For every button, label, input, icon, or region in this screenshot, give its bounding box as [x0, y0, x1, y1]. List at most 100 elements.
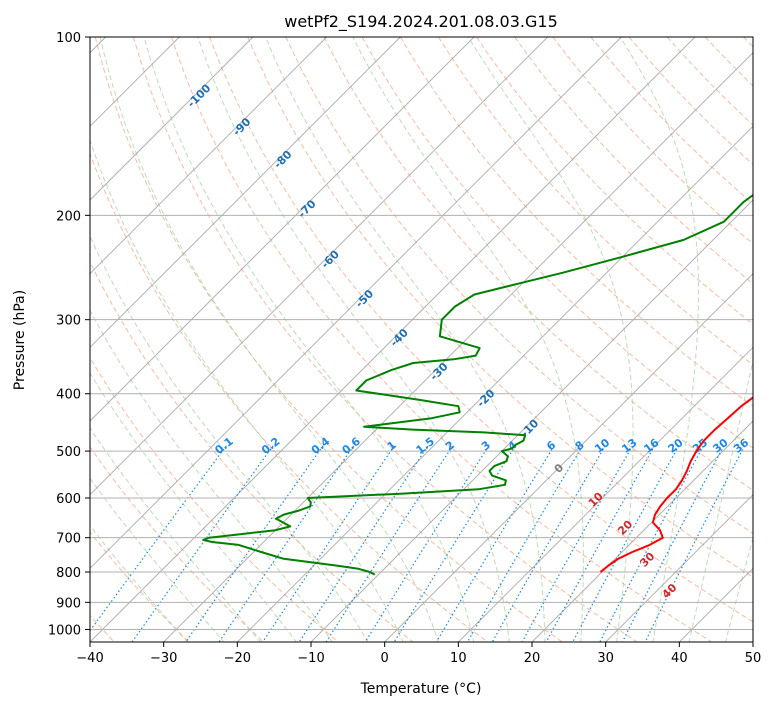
x-tick-label: 30 [597, 651, 614, 666]
isotherm-line [90, 37, 254, 201]
mixing-ratio-line [572, 445, 680, 642]
dry-adiabat-label: -90 [230, 115, 253, 138]
dry-adiabat-label: -50 [353, 287, 376, 310]
y-tick-label: 1000 [48, 623, 81, 638]
moist-adiabat-line [90, 477, 225, 642]
dry-adiabat-line [743, 37, 753, 48]
moist-adiabat-line [619, 37, 699, 642]
mixing-ratio-label: 0.4 [309, 435, 333, 457]
mixing-ratio-line [185, 445, 324, 642]
dry-adiabat-line [90, 152, 488, 642]
dry-adiabat-label: -20 [474, 387, 497, 410]
mixing-ratio-line [393, 445, 516, 642]
mixing-ratio-line [90, 445, 227, 632]
isotherm-line [90, 37, 475, 422]
mixing-ratio-line [545, 445, 656, 642]
adiabat-labels: 0.1 0.2 0.4 0.6 1 1.5 2 3 4 6 8 10 13 16 20 25 30 36-100-… [185, 81, 752, 601]
moist-adiabat-line [265, 37, 546, 642]
mixing-ratio-label: 10 [592, 436, 612, 456]
mixing-ratio-line [218, 445, 355, 642]
moist-adiabat-label: 10 [586, 490, 606, 510]
y-tick-label: 200 [56, 209, 81, 224]
dewpoint-profile-line [202, 193, 753, 576]
plot-frame [89, 36, 754, 643]
mixing-ratio-line [325, 445, 454, 642]
mixing-ratio-label: 16 [641, 436, 661, 456]
moist-adiabat-line [688, 358, 753, 642]
y-axis: 100 200 300 400 500 600 700 800 900 1000 [48, 31, 90, 638]
x-tick-label: 0 [381, 651, 389, 666]
isotherm-line [90, 37, 622, 570]
y-tick-label: 800 [56, 566, 81, 581]
dry-adiabat-label: -30 [427, 360, 450, 383]
moist-adiabat-line [197, 37, 510, 642]
moist-adiabat-label: 0 [552, 461, 567, 476]
isotherm-line [90, 37, 549, 496]
isotherm-line [384, 272, 753, 642]
y-tick-label: 600 [56, 492, 81, 507]
mixing-ratio-line [131, 445, 274, 642]
dry-adiabat-label: -10 [518, 416, 541, 439]
mixing-ratio-line [644, 445, 746, 642]
y-tick-label: 500 [56, 445, 81, 460]
isotherm-line [605, 493, 753, 642]
mixing-ratio-label: 30 [711, 436, 731, 456]
dry-adiabat-line [132, 37, 638, 642]
dry-adiabat-line [628, 37, 753, 166]
mixing-ratio-line [491, 445, 606, 642]
x-tick-label: −20 [224, 651, 251, 666]
mixing-ratio-label: 0.6 [340, 435, 364, 457]
dry-adiabat-line [590, 37, 753, 205]
dry-adiabat-line [90, 356, 339, 642]
y-axis-label: Pressure (hPa) [12, 290, 28, 390]
isotherm-line [90, 37, 696, 642]
dry-adiabat-line [323, 37, 753, 491]
isotherm-line [90, 37, 328, 275]
dry-adiabat-line [666, 37, 753, 126]
x-tick-label: 40 [671, 651, 688, 666]
x-tick-label: 50 [745, 651, 762, 666]
moist-adiabat-line [143, 37, 475, 642]
x-tick-label: −30 [150, 651, 177, 666]
moist-adiabat-line [725, 536, 753, 642]
dry-adiabat-label: -70 [295, 197, 318, 220]
y-tick-label: 300 [56, 314, 81, 329]
x-axis-label: Temperature (°C) [360, 681, 482, 697]
mixing-ratio-line [435, 445, 555, 642]
moist-adiabat-line [90, 427, 261, 642]
x-tick-label: −40 [76, 651, 103, 666]
y-tick-label: 900 [56, 596, 81, 611]
isotherm-line [236, 125, 753, 642]
mixing-ratio-label: 36 [731, 436, 751, 456]
y-tick-label: 400 [56, 388, 81, 403]
dry-adiabat-line [90, 446, 264, 642]
dry-adiabat-line [514, 37, 753, 285]
mixing-ratio-line [599, 445, 704, 642]
moist-adiabat-line [90, 138, 404, 642]
mixing-ratio-label: 1.5 [414, 435, 437, 457]
dry-adiabat-line [437, 37, 753, 366]
dry-adiabat-line [247, 37, 753, 578]
mixing-ratio-label: 20 [666, 436, 686, 456]
mixing-ratio-line [621, 445, 725, 642]
moist-adiabat-line [90, 309, 333, 642]
dry-adiabat-line [399, 37, 753, 407]
dry-adiabat-line [90, 531, 190, 642]
x-axis: −40 −30 −20 −10 0 10 20 30 40 50 [76, 642, 761, 666]
moist-adiabat-line [90, 524, 188, 642]
dry-adiabat-line [90, 260, 414, 642]
dry-adiabat-line [209, 37, 753, 623]
dry-adiabat-line [171, 37, 712, 642]
dry-adiabat-label: -80 [271, 148, 294, 171]
mixing-ratio-line [262, 445, 395, 642]
y-tick-label: 100 [56, 31, 81, 46]
mixing-ratio-label: 13 [619, 436, 639, 456]
pressure-gridlines [90, 37, 753, 630]
temperature-profile-line [599, 396, 753, 573]
isotherm-line [90, 37, 401, 349]
moist-adiabat-label: 20 [615, 517, 635, 537]
isotherm-line [163, 51, 753, 642]
y-tick-label: 700 [56, 532, 81, 547]
x-tick-label: 20 [524, 651, 541, 666]
